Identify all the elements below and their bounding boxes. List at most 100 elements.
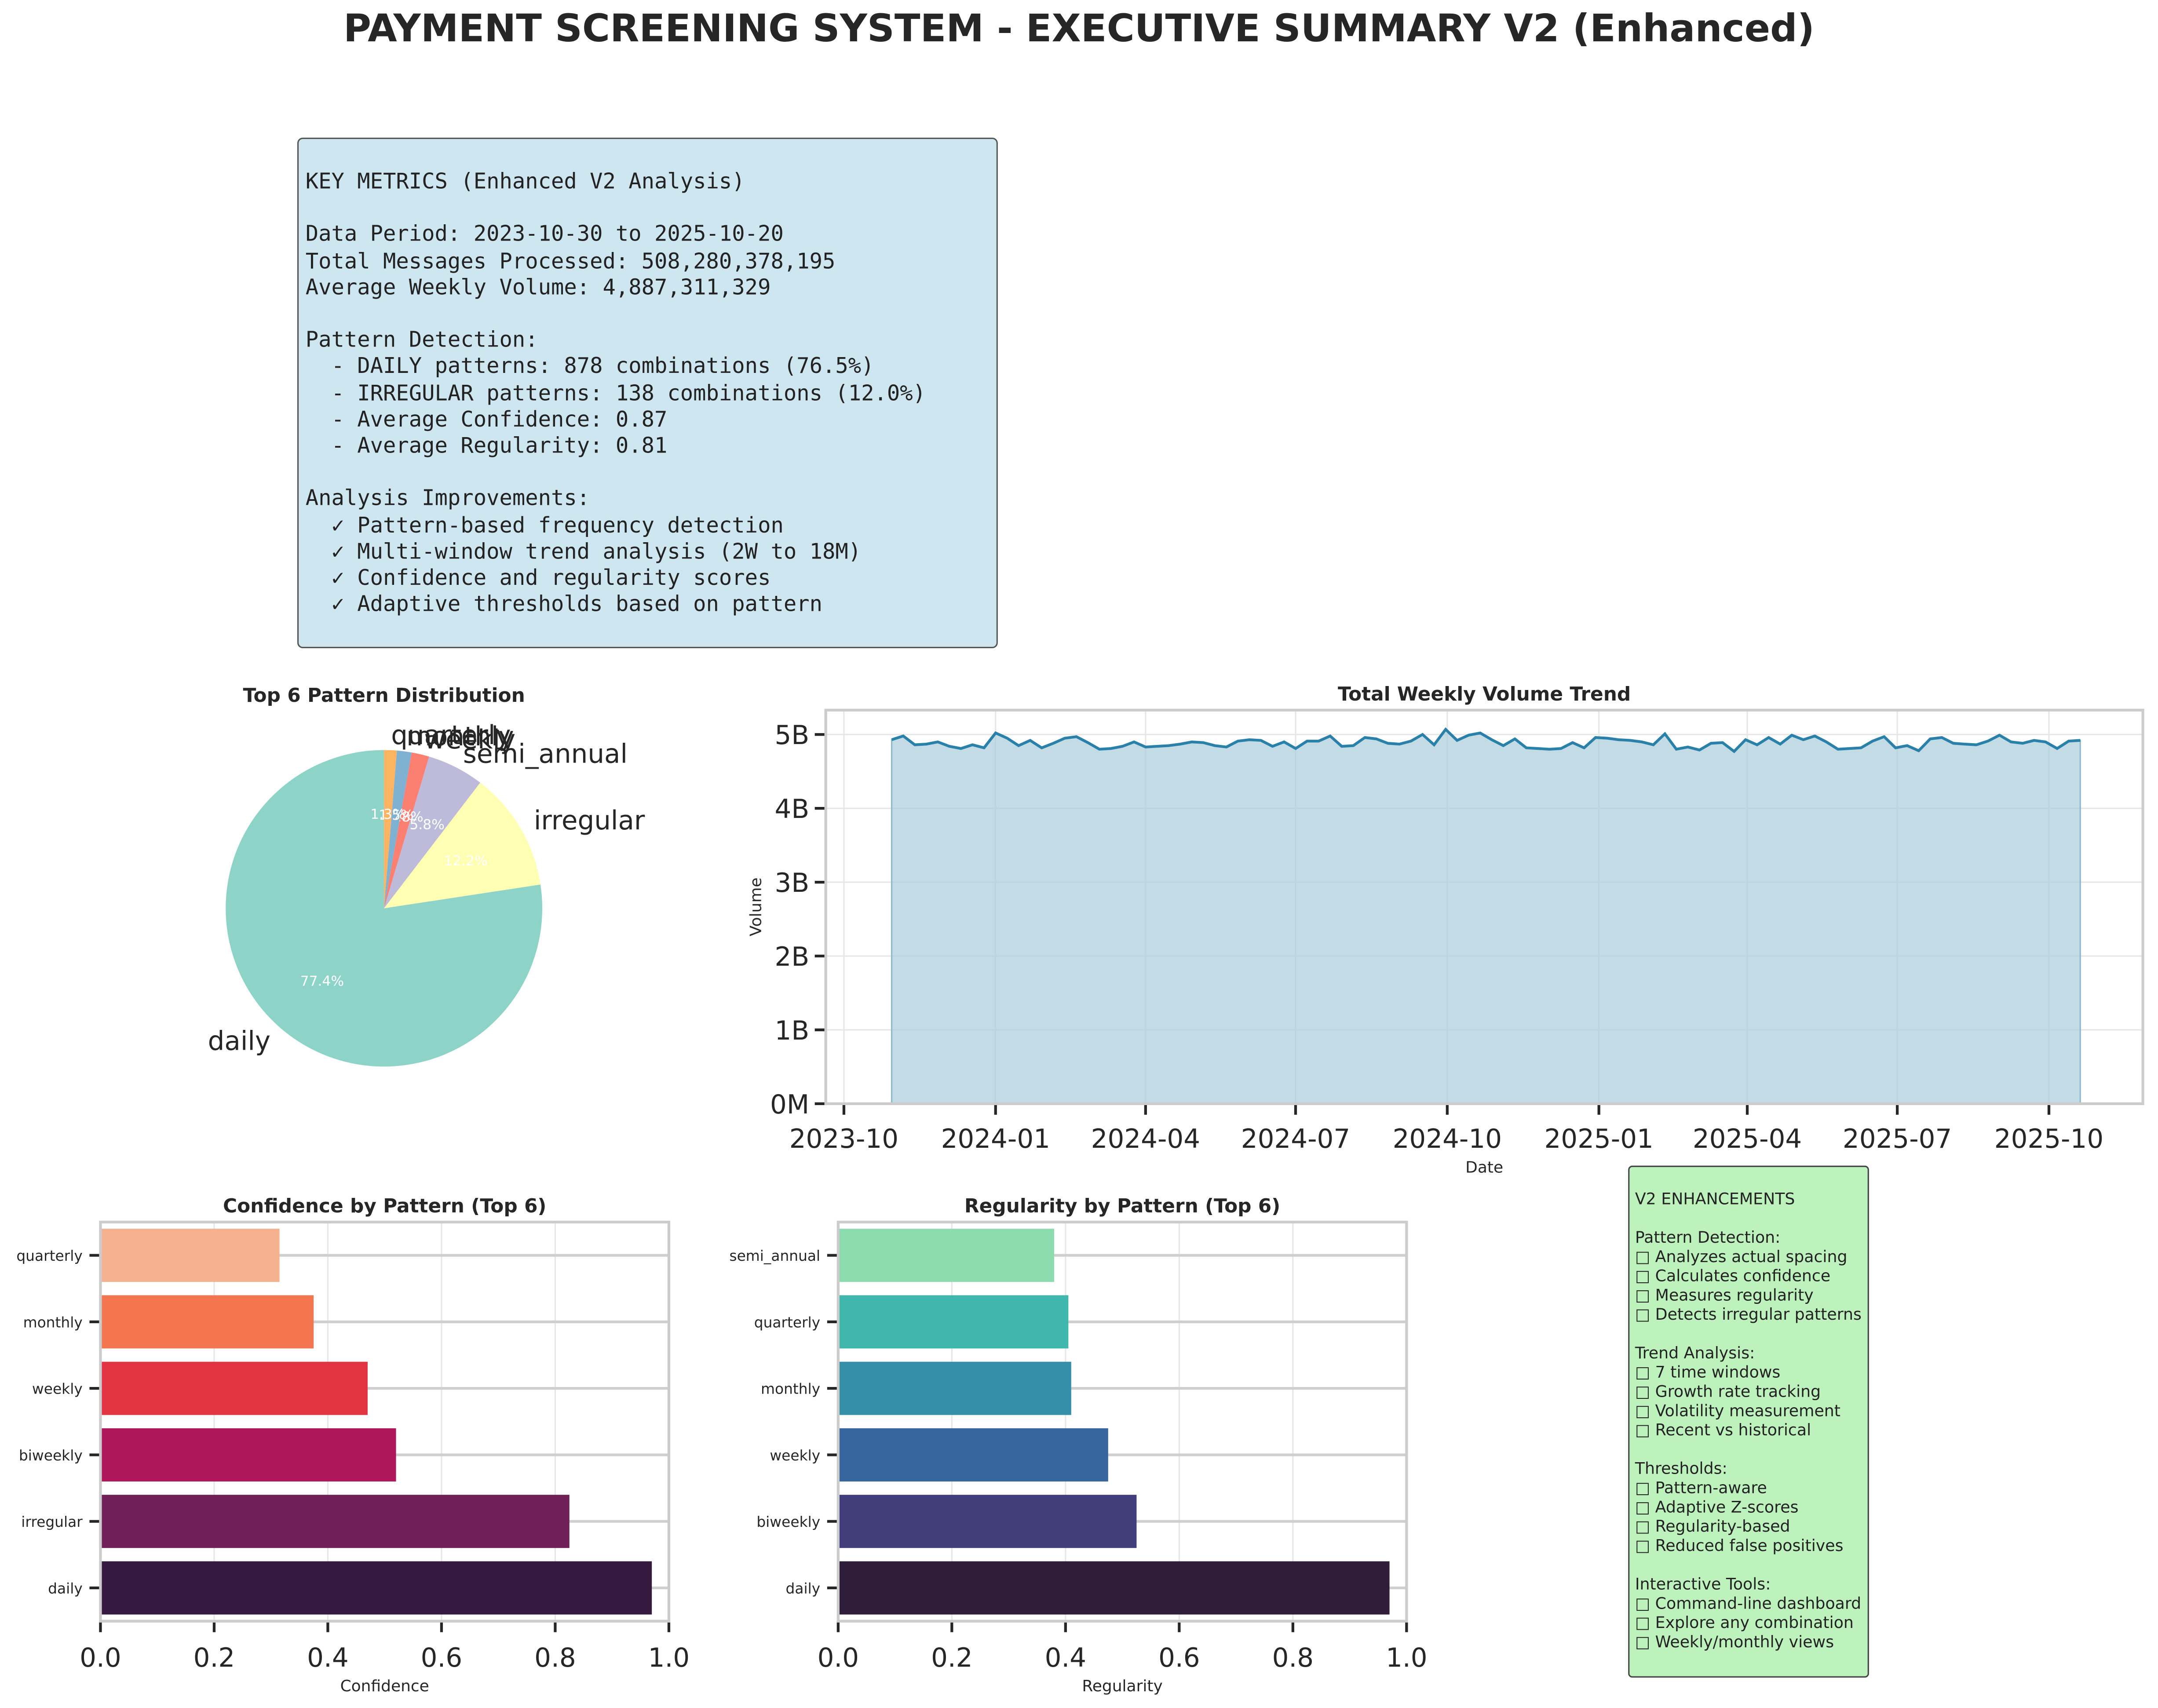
enhancement-line: □ Calculates confidence: [1635, 1266, 1831, 1285]
volume-axes-frame: [824, 708, 2144, 1105]
bar-monthly: [100, 1295, 314, 1349]
enhancement-line: □ Pattern-aware: [1635, 1478, 1767, 1497]
enhancement-line: [1635, 1324, 1868, 1343]
y-tick-label: 1B: [775, 1016, 810, 1046]
x-tick-label: 1.0: [1386, 1643, 1428, 1673]
volume-title: Total Weekly Volume Trend: [1338, 683, 1631, 705]
category-label: weekly: [770, 1447, 820, 1464]
enhancement-line: □ Measures regularity: [1635, 1285, 1814, 1305]
pie-chart: Top 6 Pattern Distribution daily 77.4% irre…: [208, 684, 645, 1067]
enhancement-line: [1635, 1439, 1868, 1459]
confidence-title: Confidence by Pattern (Top 6): [223, 1195, 547, 1217]
regularity-axes-frame: [836, 1220, 1408, 1623]
metrics-line: Data Period: 2023-10-30 to 2025-10-20: [305, 222, 784, 247]
y-tick-label: 0M: [770, 1090, 809, 1120]
pie-slice-quarterly: [384, 750, 397, 909]
regularity-bar-chart: Regularity by Pattern (Top 6) 0.0 0.2 0.4 0.…: [729, 1195, 1427, 1695]
x-tick-label: 2024-10: [1393, 1124, 1502, 1154]
x-tick-label: 2025-04: [1693, 1124, 1802, 1154]
volume-area: [891, 728, 2081, 1105]
volume-ylabel: Volume: [747, 877, 765, 936]
category-label: semi_annual: [729, 1248, 820, 1264]
enhancement-line: Trend Analysis:: [1635, 1343, 1755, 1363]
metrics-line: KEY METRICS (Enhanced V2 Analysis): [305, 169, 745, 194]
enhancement-line: □ Adaptive Z-scores: [1635, 1497, 1799, 1517]
pie-pct-label: 77.4%: [300, 974, 344, 989]
enhancement-line: □ Volatility measurement: [1635, 1401, 1841, 1420]
metrics-line: Total Messages Processed: 508,280,378,19…: [305, 248, 836, 274]
regularity-title: Regularity by Pattern (Top 6): [964, 1195, 1280, 1217]
metrics-line: Pattern Detection:: [305, 328, 538, 353]
metrics-line: Analysis Improvements:: [305, 486, 590, 511]
enhancement-line: □ Growth rate tracking: [1635, 1382, 1821, 1401]
enhancement-line: Pattern Detection:: [1635, 1227, 1781, 1247]
bar-irregular: [100, 1495, 570, 1548]
bar-semi_annual: [838, 1229, 1055, 1282]
metrics-line: ✓ Confidence and regularity scores: [305, 566, 771, 591]
category-label: monthly: [761, 1381, 820, 1398]
bar-weekly: [838, 1428, 1108, 1482]
category-label: quarterly: [16, 1248, 82, 1264]
regularity-xlabel: Regularity: [1082, 1677, 1162, 1695]
category-label: monthly: [23, 1314, 83, 1331]
enhancement-line: □ Reduced false positives: [1635, 1536, 1844, 1555]
x-tick-label: 2025-10: [1994, 1124, 2103, 1154]
v2-enhancements-box: V2 ENHANCEMENTS Pattern Detection: □ Analy…: [1628, 1165, 1869, 1678]
x-tick-label: 0.8: [1272, 1643, 1314, 1673]
enhancement-line: □ Recent vs historical: [1635, 1420, 1811, 1440]
volume-xlabel: Date: [1465, 1158, 1503, 1176]
metrics-line: ✓ Pattern-based frequency detection: [305, 513, 784, 538]
enhancement-line: □ 7 time windows: [1635, 1362, 1781, 1382]
pie-label: irregular: [534, 806, 645, 836]
enhancement-line: □ Analyzes actual spacing: [1635, 1247, 1848, 1266]
metrics-line: Average Weekly Volume: 4,887,311,329: [305, 275, 771, 300]
x-tick-label: 0.4: [1045, 1643, 1087, 1673]
metrics-line: - Average Confidence: 0.87: [305, 407, 668, 432]
x-tick-label: 0.8: [534, 1643, 576, 1673]
x-tick-label: 2023-10: [789, 1124, 898, 1154]
x-tick-label: 2024-07: [1241, 1124, 1350, 1154]
x-tick-label: 2025-01: [1544, 1124, 1653, 1154]
pie-pct-label: 12.2%: [444, 853, 487, 869]
pie-pct-label: 1.3%: [370, 807, 405, 822]
enhancement-line: □ Detects irregular patterns: [1635, 1304, 1862, 1324]
pie-label: quarterly: [391, 720, 511, 751]
confidence-bar-chart: Confidence by Pattern (Top 6) 0.0 0.2 0.4 0.…: [16, 1195, 690, 1695]
pie-label: weekly: [424, 725, 515, 755]
bar-daily: [100, 1561, 652, 1615]
pie-slice-monthly: [384, 750, 412, 909]
x-tick-label: 0.6: [421, 1643, 463, 1673]
pie-label: monthly: [406, 722, 514, 752]
x-tick-label: 0.0: [818, 1643, 859, 1673]
pie-pct-label: 5.8%: [409, 817, 444, 833]
bar-quarterly: [838, 1295, 1069, 1349]
x-tick-label: 2025-07: [1843, 1124, 1952, 1154]
bar-quarterly: [100, 1229, 280, 1282]
volume-trend-chart: Total Weekly Volume Trend 0M 1B 2B 3B 4B 5B 202…: [747, 683, 2144, 1176]
enhancement-line: □ Weekly/monthly views: [1635, 1632, 1834, 1652]
category-label: biweekly: [756, 1514, 820, 1530]
enhancement-line: □ Regularity-based: [1635, 1516, 1790, 1536]
x-tick-label: 1.0: [648, 1643, 690, 1673]
x-tick-label: 0.2: [194, 1643, 235, 1673]
category-label: daily: [786, 1580, 821, 1597]
y-tick-label: 3B: [775, 868, 810, 898]
bar-biweekly: [838, 1495, 1137, 1548]
category-label: quarterly: [754, 1314, 820, 1331]
x-tick-label: 0.6: [1158, 1643, 1200, 1673]
enhancement-line: [1635, 1208, 1868, 1228]
volume-line: [891, 727, 2081, 753]
enhancement-line: [1635, 1555, 1868, 1574]
pie-slice-semi_annual: [384, 756, 480, 909]
key-metrics-box: KEY METRICS (Enhanced V2 Analysis) Data P…: [297, 137, 998, 648]
x-tick-label: 0.4: [307, 1643, 349, 1673]
enhancement-line: Thresholds:: [1635, 1459, 1727, 1478]
category-label: daily: [48, 1580, 83, 1597]
x-tick-label: 2024-01: [941, 1124, 1050, 1154]
pie-label: daily: [208, 1026, 270, 1057]
bar-weekly: [100, 1361, 368, 1415]
y-tick-label: 4B: [775, 794, 810, 825]
bar-biweekly: [100, 1428, 396, 1482]
metrics-line: - IRREGULAR patterns: 138 combinations (…: [305, 380, 926, 405]
